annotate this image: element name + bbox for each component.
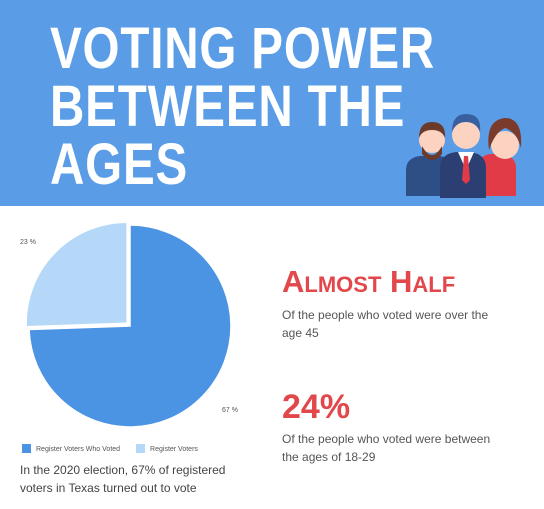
title-line: VOTING POWER [50,16,436,81]
fact-headline: Almost Half [282,264,456,299]
fact-text: Of the people who voted were over the ag… [282,308,489,340]
chart-caption: In the 2020 election, 67% of registered … [20,463,226,495]
data-label: 23 % [20,239,36,246]
pie-slice [25,221,128,328]
people-icon [406,114,522,198]
fact-text: Of the people who voted were between the… [282,432,491,464]
title-line: AGES [50,132,189,197]
legend-label: Register Voters Who Voted [36,446,120,453]
fact-headline: 24% [282,388,351,426]
pie-slice [28,224,232,428]
legend-swatch [136,444,146,453]
legend-swatch [22,444,31,453]
legend-label: Register Voters [150,446,198,453]
title-line: BETWEEN THE [50,74,406,139]
data-label: 67 % [222,407,238,414]
